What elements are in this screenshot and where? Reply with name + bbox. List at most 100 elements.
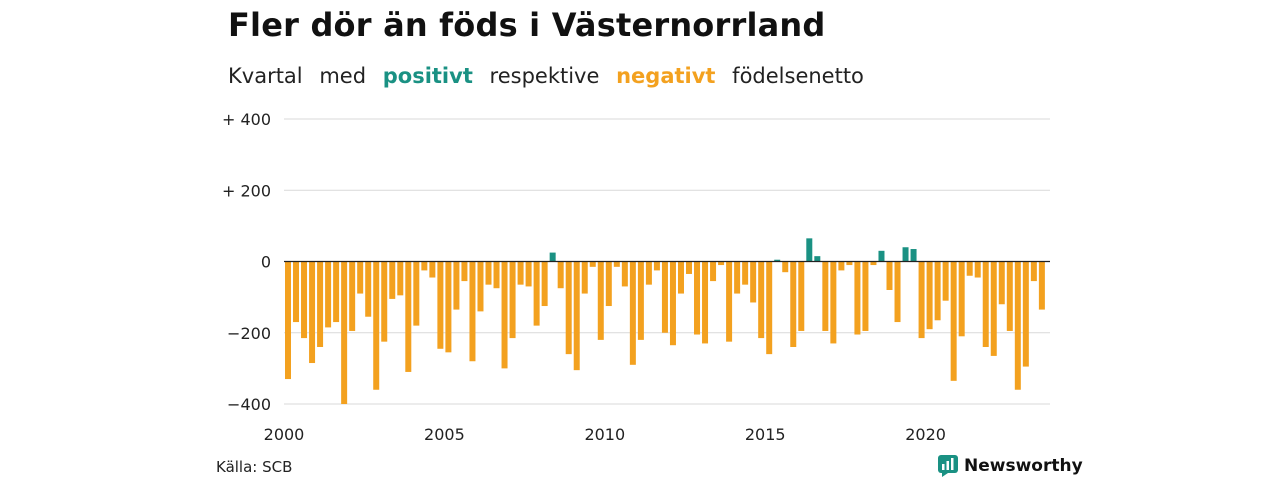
bar bbox=[742, 261, 749, 285]
bar bbox=[982, 261, 989, 347]
bar bbox=[653, 261, 660, 271]
bar bbox=[477, 261, 484, 312]
bar bbox=[998, 261, 1005, 305]
bar bbox=[782, 261, 789, 273]
bar bbox=[285, 261, 291, 380]
bar bbox=[798, 261, 805, 331]
bar bbox=[397, 261, 404, 296]
bar bbox=[806, 238, 813, 262]
bar bbox=[1030, 261, 1037, 282]
bar bbox=[485, 261, 492, 285]
bar bbox=[990, 261, 997, 356]
bar bbox=[822, 261, 829, 331]
subtitle-word-respektive: respektive bbox=[489, 64, 600, 88]
y-tick-label: −400 bbox=[227, 395, 271, 414]
y-tick-label: 0 bbox=[261, 253, 271, 272]
bar bbox=[437, 261, 444, 349]
bar bbox=[445, 261, 452, 353]
bar bbox=[790, 261, 797, 347]
bar bbox=[301, 261, 308, 339]
brand: Newsworthy bbox=[938, 455, 1083, 477]
bar bbox=[461, 261, 468, 282]
x-tick-label: 2015 bbox=[745, 425, 786, 444]
bar bbox=[958, 261, 965, 337]
bar bbox=[1006, 261, 1013, 331]
bar bbox=[878, 250, 885, 262]
bar bbox=[974, 261, 981, 278]
chart-subtitle: Kvartal med positivt respektive negativt… bbox=[228, 64, 864, 88]
y-tick-label: −200 bbox=[227, 324, 271, 343]
bar bbox=[934, 261, 941, 321]
bar bbox=[493, 261, 500, 289]
bar bbox=[854, 261, 861, 335]
subtitle-word-kvartal: Kvartal bbox=[228, 64, 303, 88]
bar bbox=[629, 261, 636, 365]
bar bbox=[565, 261, 572, 355]
bar bbox=[814, 256, 821, 262]
bar bbox=[621, 261, 628, 287]
x-tick-label: 2010 bbox=[584, 425, 625, 444]
bar bbox=[525, 261, 532, 287]
bar bbox=[429, 261, 436, 278]
subtitle-word-med: med bbox=[319, 64, 367, 88]
bar bbox=[1014, 261, 1021, 390]
bar bbox=[758, 261, 765, 339]
bar bbox=[726, 261, 733, 342]
bar bbox=[838, 261, 845, 271]
bar bbox=[293, 261, 300, 323]
bar bbox=[589, 261, 596, 267]
bar bbox=[533, 261, 540, 326]
subtitle-positive-label: positivt bbox=[382, 64, 473, 88]
y-tick-label: + 200 bbox=[222, 181, 271, 200]
bar bbox=[573, 261, 580, 371]
source-note: Källa: SCB bbox=[216, 458, 293, 476]
bar bbox=[389, 261, 396, 299]
bar bbox=[349, 261, 356, 331]
subtitle-negative-label: negativt bbox=[616, 64, 716, 88]
bar bbox=[373, 261, 380, 390]
bar bbox=[645, 261, 652, 285]
bar bbox=[966, 261, 973, 276]
bar bbox=[886, 261, 893, 290]
bar bbox=[677, 261, 684, 294]
x-tick-label: 2020 bbox=[905, 425, 946, 444]
x-tick-label: 2005 bbox=[424, 425, 465, 444]
bar bbox=[830, 261, 837, 344]
bar bbox=[918, 261, 925, 339]
bar bbox=[597, 261, 604, 340]
bar bbox=[365, 261, 372, 317]
bar bbox=[357, 261, 364, 294]
bar bbox=[309, 261, 316, 364]
bar bbox=[846, 261, 853, 266]
bar bbox=[381, 261, 388, 342]
bar bbox=[317, 261, 324, 347]
bar bbox=[405, 261, 412, 372]
bar bbox=[910, 249, 917, 262]
bar bbox=[710, 261, 717, 282]
bar bbox=[517, 261, 524, 285]
bar bbox=[926, 261, 933, 330]
bar bbox=[694, 261, 701, 335]
x-tick-label: 2000 bbox=[264, 425, 305, 444]
bar bbox=[453, 261, 460, 310]
subtitle-word-fodelsenetto: födelsenetto bbox=[732, 64, 864, 88]
chart-title: Fler dör än föds i Västernorrland bbox=[228, 6, 826, 44]
bar bbox=[341, 261, 348, 404]
bar bbox=[686, 261, 692, 274]
bar bbox=[661, 261, 668, 333]
bar bbox=[605, 261, 612, 307]
bar bbox=[613, 261, 620, 267]
bar bbox=[870, 261, 877, 266]
bar bbox=[509, 261, 516, 339]
bar bbox=[669, 261, 676, 346]
bar bbox=[549, 252, 556, 262]
bar bbox=[333, 261, 340, 323]
newsworthy-logo-icon bbox=[938, 455, 958, 477]
brand-name: Newsworthy bbox=[964, 456, 1083, 476]
bar bbox=[950, 261, 957, 381]
bar bbox=[325, 261, 332, 328]
bar bbox=[734, 261, 741, 294]
bar bbox=[421, 261, 428, 271]
bar bbox=[581, 261, 588, 294]
